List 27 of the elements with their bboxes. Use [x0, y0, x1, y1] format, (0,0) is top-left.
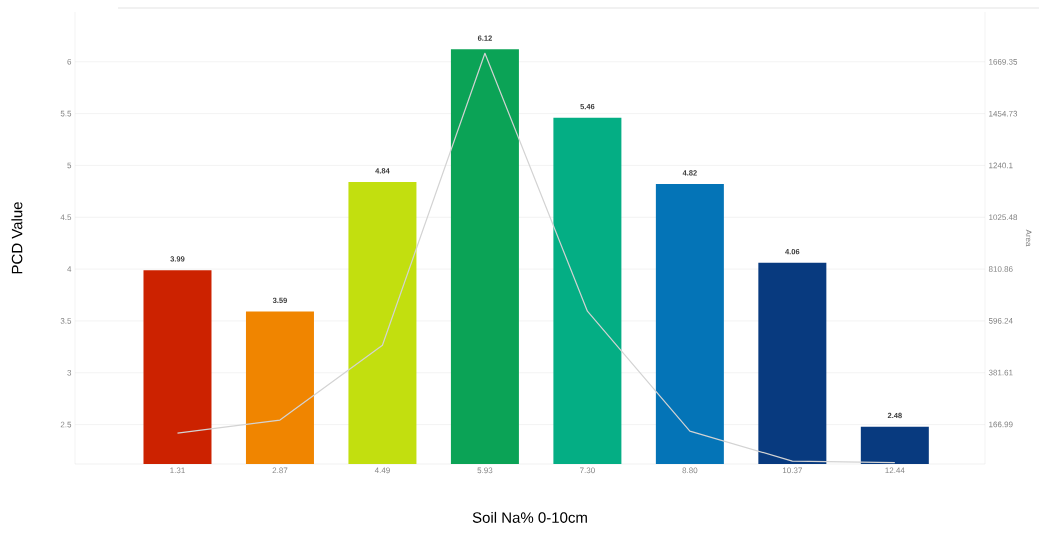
y-tick-label: 2.5 [60, 421, 72, 428]
x-tick-label: 4.49 [374, 467, 390, 474]
y-axis-title: PCD Value [11, 202, 23, 274]
x-tick-label: 7.30 [580, 467, 595, 474]
y-tick-label: 3.5 [60, 318, 72, 324]
y-tick-label: 6 [67, 58, 72, 65]
y2-tick-label: 1025.48 [989, 214, 1018, 221]
x-tick-label: 8.80 [682, 467, 698, 474]
x-axis-title: Soil Na% 0-10cm [472, 511, 587, 523]
x-tick-label: 1.31 [170, 467, 185, 474]
y-tick-label: 5 [67, 162, 72, 169]
y2-tick-label: 381.61 [988, 369, 1013, 376]
y-tick-label: 3 [67, 369, 72, 376]
x-tick-label: 2.87 [272, 467, 288, 474]
y2-tick-label: 1240.1 [989, 162, 1013, 169]
y-tick-label: 4.5 [60, 214, 72, 221]
y2-tick-label: 810.86 [988, 266, 1013, 272]
y2-tick-label: 1669.35 [989, 59, 1018, 65]
x-tick-label: 5.93 [477, 467, 493, 474]
x-tick-label: 12.44 [885, 467, 905, 474]
y2-tick-label: 1454.73 [989, 110, 1018, 117]
y-tick-label: 5.5 [60, 110, 72, 117]
y2-tick-label: 166.99 [989, 421, 1013, 428]
y2-axis-title: Area [1025, 229, 1032, 247]
y2-tick-label: 596.24 [988, 318, 1013, 324]
y-tick-label: 4 [67, 266, 72, 272]
x-tick-label: 10.37 [782, 467, 802, 474]
